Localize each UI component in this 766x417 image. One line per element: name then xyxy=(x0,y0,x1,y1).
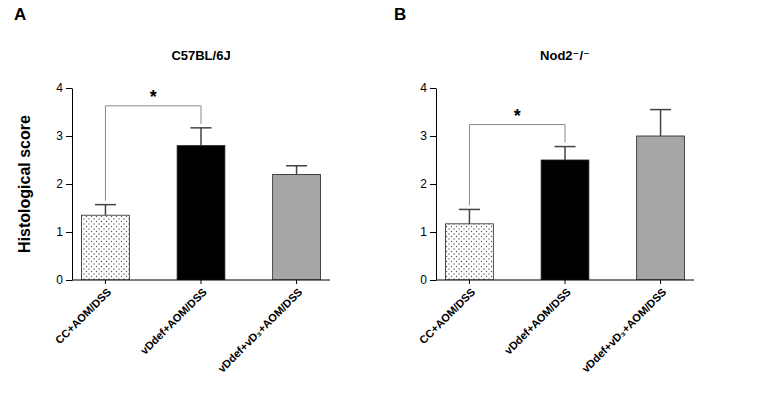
panel-label: B xyxy=(394,5,406,24)
tick-mark xyxy=(430,280,436,281)
error-cap xyxy=(286,165,307,167)
tick-label: vDdef+vD₃+AOM/DSS xyxy=(579,286,668,375)
bar xyxy=(273,174,321,280)
plot-area xyxy=(446,110,685,280)
tick-mark xyxy=(430,184,436,185)
tick-label: 4 xyxy=(420,81,427,95)
tick-mark xyxy=(430,232,436,233)
tick-mark xyxy=(565,280,566,284)
tick-mark xyxy=(430,136,436,137)
axis-line xyxy=(436,89,437,281)
tick-label: 4 xyxy=(56,81,63,95)
tick-label: 2 xyxy=(56,177,63,191)
significance-label: * xyxy=(514,106,521,126)
tick-label: CC+AOM/DSS xyxy=(53,286,114,347)
tick: 0 xyxy=(56,273,72,287)
error-bar xyxy=(554,147,575,160)
tick: vDdef+vD₃+AOM/DSS xyxy=(215,280,304,375)
tick-label: 1 xyxy=(56,225,63,239)
panel-label: A xyxy=(14,5,26,24)
tick-label: 3 xyxy=(420,129,427,143)
error-whisker xyxy=(105,205,107,216)
tick-label: vDdef+vD₃+AOM/DSS xyxy=(215,286,304,375)
tick-label: 0 xyxy=(420,273,427,287)
tick-mark xyxy=(430,88,436,89)
error-whisker xyxy=(469,209,471,223)
error-whisker xyxy=(200,128,202,146)
tick: 3 xyxy=(56,129,72,143)
bar xyxy=(177,146,225,280)
chart-title: C57BL/6J xyxy=(171,48,230,63)
tick: 1 xyxy=(420,225,436,239)
bar xyxy=(446,224,494,280)
y-axis-title: Histological score xyxy=(16,115,33,253)
bar xyxy=(541,160,589,280)
error-cap xyxy=(554,146,575,148)
y-axis: 0 1 2 3 4 xyxy=(420,81,436,287)
tick-mark xyxy=(201,280,202,284)
tick: 2 xyxy=(56,177,72,191)
panel: 0 1 2 3 4 CC+AOM/DSS vDdef+AOM/DSSvDdef+vD₃+AO… xyxy=(14,5,330,375)
tick-label: vDdef+AOM/DSS xyxy=(502,286,573,357)
error-bar xyxy=(459,209,480,223)
axis-line xyxy=(72,89,73,281)
figure: 01234CC+AOM/DSSvDdef+AOM/DSSvDdef+vD₃+AO… xyxy=(0,0,766,417)
error-cap xyxy=(190,127,211,129)
error-bar xyxy=(190,128,211,146)
tick-mark xyxy=(105,280,106,284)
x-axis: CC+AOM/DSS vDdef+AOM/DSSvDdef+vD₃+AOM/DSS xyxy=(417,280,694,375)
tick-label: CC+AOM/DSS xyxy=(417,286,478,347)
significance-bracket xyxy=(469,125,565,206)
tick-label: 2 xyxy=(420,177,427,191)
tick: 2 xyxy=(420,177,436,191)
plot-area xyxy=(82,128,321,280)
error-cap xyxy=(459,209,480,211)
tick-mark xyxy=(66,232,72,233)
tick: vDdef+vD₃+AOM/DSS xyxy=(579,280,668,375)
significance-label: * xyxy=(150,87,157,107)
significance-bracket xyxy=(105,106,201,201)
tick-label: 3 xyxy=(56,129,63,143)
tick-mark xyxy=(66,136,72,137)
tick-mark xyxy=(66,88,72,89)
tick: CC+AOM/DSS xyxy=(417,280,478,346)
panel: 0 1 2 3 4 CC+AOM/DSS vDdef+AOM/DSSvDdef+vD₃+AO… xyxy=(394,5,694,375)
tick-label: vDdef+AOM/DSS xyxy=(138,286,209,357)
tick: 3 xyxy=(420,129,436,143)
tick-mark xyxy=(66,280,72,281)
chart-title: Nod2⁻/⁻ xyxy=(540,48,590,63)
tick-label: 1 xyxy=(420,225,427,239)
x-axis: CC+AOM/DSS vDdef+AOM/DSSvDdef+vD₃+AOM/DSS xyxy=(53,280,330,375)
bar xyxy=(82,215,130,280)
tick-mark xyxy=(660,280,661,284)
error-bar xyxy=(650,110,671,136)
bar xyxy=(637,136,685,280)
tick-mark xyxy=(66,184,72,185)
tick: 4 xyxy=(56,81,72,95)
error-whisker xyxy=(564,147,566,160)
error-bar xyxy=(286,166,307,175)
error-cap xyxy=(95,204,116,206)
tick: vDdef+AOM/DSS xyxy=(138,280,209,357)
tick: 4 xyxy=(420,81,436,95)
tick: CC+AOM/DSS xyxy=(53,280,114,346)
tick-mark xyxy=(469,280,470,284)
error-whisker xyxy=(296,166,298,175)
tick: 0 xyxy=(420,273,436,287)
tick: 1 xyxy=(56,225,72,239)
error-cap xyxy=(650,109,671,111)
error-whisker xyxy=(660,110,662,136)
tick-label: 0 xyxy=(56,273,63,287)
error-bar xyxy=(95,205,116,216)
y-axis: 0 1 2 3 4 xyxy=(56,81,72,287)
tick: vDdef+AOM/DSS xyxy=(502,280,573,357)
tick-mark xyxy=(296,280,297,284)
